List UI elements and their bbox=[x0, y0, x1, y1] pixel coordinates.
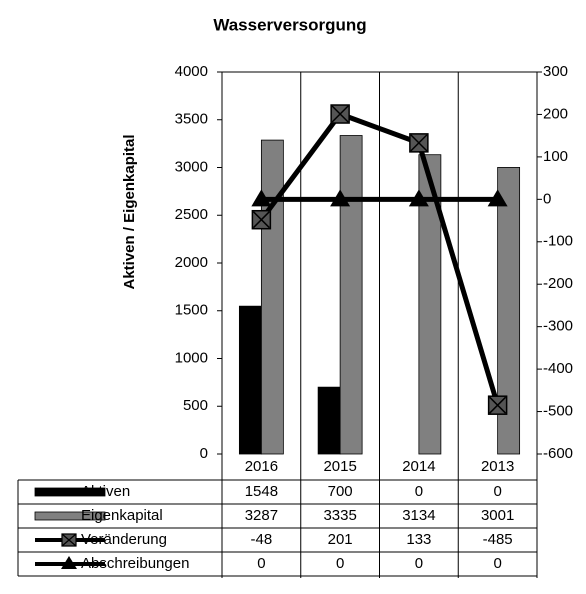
line-marker bbox=[409, 133, 429, 153]
marker-cross bbox=[410, 134, 428, 152]
line-marker bbox=[251, 209, 272, 230]
line-marker bbox=[487, 395, 508, 415]
table-cell: 3001 bbox=[481, 507, 514, 524]
bar bbox=[238, 305, 262, 455]
bar bbox=[317, 386, 341, 455]
chart-title: Wasserversorgung bbox=[213, 15, 366, 34]
table-cell: 0 bbox=[493, 555, 501, 572]
y-tick-label: 3000 bbox=[175, 158, 208, 175]
y-tick-label: 1500 bbox=[175, 302, 208, 319]
table-cell: 700 bbox=[328, 483, 353, 500]
legend-label: Eigenkapital bbox=[81, 507, 163, 524]
y2-tick-label: 200 bbox=[543, 105, 568, 122]
y-axis-title: Aktiven / Eigenkapital bbox=[121, 134, 138, 289]
legend-marker bbox=[61, 533, 77, 547]
table-cell: -485 bbox=[483, 531, 513, 548]
y2-tick-label: 100 bbox=[543, 148, 568, 165]
table-header: 2014 bbox=[402, 458, 435, 475]
y-tick-label: 1000 bbox=[175, 349, 208, 366]
table-header: 2016 bbox=[245, 458, 278, 475]
table-cell: 0 bbox=[493, 483, 501, 500]
bar bbox=[260, 139, 284, 455]
marker-cross bbox=[489, 396, 507, 414]
legend-key bbox=[34, 487, 106, 497]
legend-label: Veränderung bbox=[81, 531, 167, 548]
bar bbox=[339, 135, 363, 455]
y2-tick-label: 0 bbox=[543, 190, 551, 207]
table-cell: 3287 bbox=[245, 507, 278, 524]
table-cell: 0 bbox=[257, 555, 265, 572]
y-tick-label: 500 bbox=[183, 397, 208, 414]
legend-marker bbox=[61, 556, 77, 569]
y2-tick-label: -400 bbox=[543, 360, 573, 377]
legend-label: Abschreibungen bbox=[81, 555, 189, 572]
legend-label: Aktiven bbox=[81, 483, 130, 500]
table-cell: 201 bbox=[328, 531, 353, 548]
marker-cross bbox=[331, 105, 349, 123]
line-marker bbox=[330, 104, 350, 124]
table-cell: -48 bbox=[251, 531, 273, 548]
table-cell: 1548 bbox=[245, 483, 278, 500]
line-marker bbox=[408, 189, 429, 207]
table-header: 2013 bbox=[481, 458, 514, 475]
line-marker bbox=[251, 189, 272, 207]
y2-tick-label: -300 bbox=[543, 318, 573, 335]
table-cell: 133 bbox=[406, 531, 431, 548]
table-cell: 3335 bbox=[323, 507, 356, 524]
marker-cross bbox=[252, 211, 270, 229]
line bbox=[259, 111, 501, 406]
table-cell: 3134 bbox=[402, 507, 435, 524]
bar bbox=[418, 154, 442, 455]
y-tick-label: 4000 bbox=[175, 63, 208, 80]
y2-tick-label: -500 bbox=[543, 403, 573, 420]
line-marker bbox=[330, 189, 351, 207]
table-header: 2015 bbox=[323, 458, 356, 475]
y-tick-label: 0 bbox=[200, 445, 208, 462]
y-tick-label: 2000 bbox=[175, 254, 208, 271]
legend-key bbox=[34, 511, 106, 521]
y2-tick-label: -100 bbox=[543, 233, 573, 250]
y-tick-label: 3500 bbox=[175, 111, 208, 128]
table-cell: 0 bbox=[415, 555, 423, 572]
y2-tick-label: 300 bbox=[543, 63, 568, 80]
line-marker bbox=[487, 189, 508, 207]
bar bbox=[497, 167, 521, 455]
y2-tick-label: -600 bbox=[543, 445, 573, 462]
y-tick-label: 2500 bbox=[175, 206, 208, 223]
table-cell: 0 bbox=[415, 483, 423, 500]
table-cell: 0 bbox=[336, 555, 344, 572]
y2-tick-label: -200 bbox=[543, 275, 573, 292]
